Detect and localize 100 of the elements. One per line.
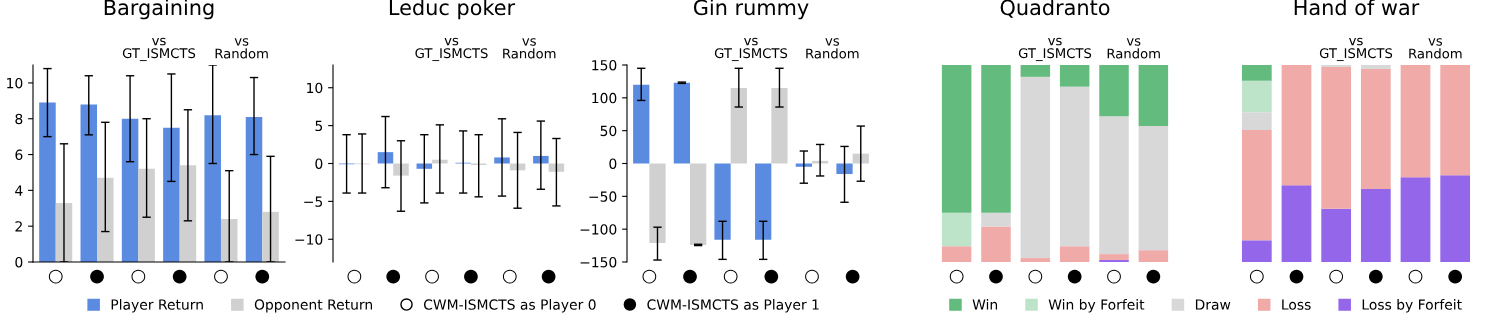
y-tick-label: 10 (307, 82, 323, 94)
x-tick-label: ○ (723, 269, 738, 284)
y-tick-label: −100 (580, 224, 617, 235)
text: CWM-ISMCTS as Player 0 (423, 299, 596, 313)
bar (673, 82, 691, 164)
x-tick-label: ● (764, 269, 779, 284)
bar (1241, 112, 1272, 131)
bar (690, 163, 707, 245)
chart-title: Hand of war (1294, 0, 1420, 16)
bar (981, 226, 1011, 262)
text: vs GT_ISMCTS (415, 37, 488, 62)
x-tick-label: ○ (502, 269, 517, 284)
bar (97, 177, 114, 262)
x-tick-label: ○ (949, 269, 964, 284)
bar (121, 118, 139, 262)
x-tick-label: ○ (1329, 269, 1344, 284)
bar (1138, 250, 1169, 262)
bar (981, 212, 1011, 227)
bar (220, 219, 238, 262)
bar (1241, 240, 1272, 262)
text: vs GT_ISMCTS (1319, 37, 1393, 62)
text: vs Random (215, 38, 268, 59)
legend-label: Win (972, 299, 998, 310)
x-tick-label: ○ (131, 269, 146, 284)
x-tick-label: ○ (1408, 269, 1423, 284)
bar (1099, 254, 1129, 261)
bar (852, 153, 869, 164)
bar (1059, 65, 1090, 87)
text: vs GT_ISMCTS (1018, 37, 1092, 62)
x-tick-label: ● (683, 269, 697, 284)
bar (730, 87, 747, 164)
bar (138, 168, 155, 262)
bar (941, 65, 972, 213)
x-tick-label: ○ (1107, 269, 1121, 284)
bar (1440, 175, 1471, 262)
bar (262, 211, 279, 262)
bar (755, 163, 772, 240)
bar (1241, 65, 1272, 81)
bar (80, 104, 98, 262)
y-tick-label: 8 (15, 113, 23, 125)
text: CWM-ISMCTS as Player 1 (647, 299, 819, 313)
x-tick-label: ● (1289, 269, 1304, 284)
bar (1360, 189, 1391, 262)
x-tick-label: ○ (347, 269, 362, 284)
y-tick-label: 4 (15, 185, 23, 196)
y-tick-label: 0 (15, 256, 23, 268)
y-tick-label: 50 (600, 125, 617, 137)
x-tick-label: ● (386, 269, 401, 284)
x-tick-label: ● (1146, 269, 1161, 284)
text: vs Random (1107, 38, 1160, 59)
legend-label: Opponent Return (254, 299, 372, 313)
legend-label: Loss by Forfeit (1362, 299, 1462, 313)
x-tick-label: ○ (1028, 269, 1043, 284)
bar (941, 212, 972, 247)
x-tick-label: ● (989, 269, 1003, 284)
text: vs Random (503, 38, 556, 59)
bar (1360, 65, 1391, 69)
bar (941, 246, 972, 262)
chart-title: Bargaining (104, 0, 214, 20)
x-tick-label: ● (90, 269, 104, 284)
bar (163, 127, 180, 262)
bar (1241, 130, 1272, 241)
bar (981, 65, 1011, 213)
x-tick-label: ○ (214, 269, 228, 284)
text: vs GT_ISMCTS (122, 37, 196, 62)
bar (1241, 80, 1272, 113)
bar (204, 115, 221, 262)
y-tick-label: −50 (589, 191, 617, 202)
bar (1138, 65, 1169, 127)
text: vs Random (806, 38, 859, 59)
y-tick-label: −150 (580, 256, 617, 268)
bar (1281, 185, 1312, 262)
bar (836, 163, 853, 175)
text: vs GT_ISMCTS (714, 37, 788, 62)
legend-label: Win by Forfeit (1048, 299, 1145, 313)
y-tick-label: 0 (315, 158, 323, 169)
bar (1099, 116, 1129, 255)
x-tick-label: ● (1368, 269, 1383, 284)
y-tick-label: −10 (295, 234, 323, 245)
bar (1099, 65, 1129, 117)
x-tick-label: ○ (425, 269, 439, 284)
y-tick-label: −5 (304, 196, 323, 207)
bar (1020, 76, 1051, 259)
bar (649, 163, 666, 243)
y-tick-label: 2 (15, 221, 22, 232)
bar (771, 87, 788, 164)
bar (1400, 65, 1431, 178)
y-tick-label: 10 (7, 77, 23, 89)
bar (1440, 65, 1471, 176)
y-tick-label: 150 (592, 59, 617, 71)
bar (1020, 65, 1051, 77)
y-tick-label: 100 (592, 92, 617, 104)
bar (377, 152, 394, 164)
x-tick-label: ● (541, 269, 556, 284)
legend-label: Loss (1282, 299, 1311, 310)
bar (1321, 66, 1352, 209)
x-tick-label: ○ (48, 269, 63, 284)
y-tick-label: 6 (15, 149, 23, 161)
chart-title: Quadranto (1000, 0, 1110, 18)
bar (1059, 246, 1090, 262)
